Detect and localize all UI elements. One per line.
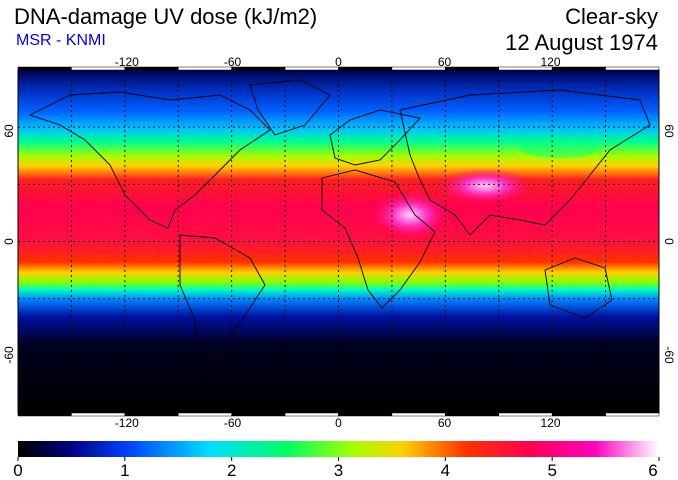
- sky-condition-label: Clear-sky: [565, 4, 658, 29]
- coastlines: [17, 79, 660, 409]
- colorbar: [18, 441, 659, 457]
- map-title: DNA-damage UV dose (kJ/m2): [14, 4, 318, 29]
- colorbar-ticks: [17, 457, 660, 461]
- lon-label-bottom-2: -60: [224, 416, 242, 430]
- border-ticks: [17, 66, 660, 417]
- colorbar-label-0: 0: [13, 461, 22, 480]
- europe-coast: [329, 109, 421, 166]
- lat-label-left-1: 60: [2, 124, 16, 138]
- colorbar-label-2: 2: [227, 461, 236, 480]
- lon-label-top-4: 60: [438, 55, 452, 69]
- asia-coast: [399, 89, 651, 236]
- south-america-coast: [179, 234, 266, 387]
- antarctica-coast: [17, 399, 660, 409]
- border-segment: [605, 412, 660, 417]
- colorbar-label-1: 1: [120, 461, 129, 480]
- border-segment: [605, 66, 660, 71]
- colorbar-label-5: 5: [547, 461, 556, 480]
- north-america-coast: [28, 91, 271, 229]
- lon-label-top-1: -120: [115, 55, 139, 69]
- lon-label-bottom-4: 60: [438, 416, 452, 430]
- colorbar-label-3: 3: [334, 461, 343, 480]
- arabia-hotspot: [370, 191, 450, 239]
- lat-label-left-2: 0: [2, 238, 16, 245]
- graticule: [18, 70, 659, 413]
- colorbar-label-6: 6: [648, 461, 657, 480]
- australia-coast: [544, 257, 613, 319]
- lat-label-right-3: -60: [662, 346, 676, 364]
- border-segment: [284, 66, 339, 71]
- lon-label-top-3: 0: [335, 55, 342, 69]
- border-segment: [284, 412, 339, 417]
- tibet-hotspot: [437, 168, 533, 204]
- greenland-coast: [249, 79, 331, 136]
- border-segment: [445, 66, 500, 71]
- border-segment: [17, 66, 72, 71]
- asia-green-band: [520, 138, 600, 158]
- africa-coast: [321, 169, 436, 309]
- data-source-label: MSR - KNMI: [16, 32, 106, 49]
- date-label: 12 August 1974: [505, 30, 658, 55]
- lon-label-bottom-1: -120: [115, 416, 139, 430]
- lon-label-top-5: 120: [540, 55, 560, 69]
- lat-label-right-1: 60: [662, 124, 676, 138]
- border-segment: [445, 412, 500, 417]
- lat-label-left-3: -60: [2, 346, 16, 364]
- border-segment: [17, 412, 72, 417]
- border-segment: [338, 66, 393, 71]
- lon-label-top-2: -60: [224, 55, 242, 69]
- colorbar-label-4: 4: [441, 461, 450, 480]
- lat-label-right-2: 0: [662, 238, 676, 245]
- border-segment: [338, 412, 393, 417]
- lon-label-bottom-5: 120: [540, 416, 560, 430]
- lon-label-bottom-3: 0: [335, 416, 342, 430]
